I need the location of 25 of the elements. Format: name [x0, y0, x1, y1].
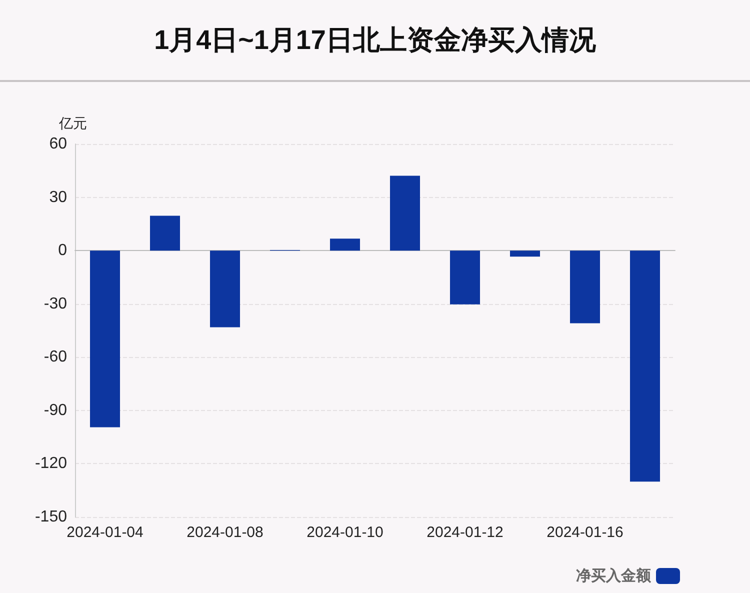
y-tick-label: -150 — [34, 508, 68, 526]
x-tick-label: 2024-01-16 — [546, 524, 624, 541]
y-tick-label: 0 — [58, 242, 68, 260]
bar — [330, 238, 360, 251]
y-tick-label: -90 — [44, 402, 68, 419]
bar — [210, 250, 240, 328]
y-tick-label: 60 — [49, 136, 68, 152]
bar — [450, 250, 480, 304]
bar — [510, 250, 540, 257]
bar — [90, 250, 120, 428]
x-tick-label: 2024-01-12 — [426, 524, 504, 541]
x-tick-label: 2024-01-04 — [66, 524, 144, 541]
x-tick-label: 2024-01-10 — [306, 524, 384, 541]
bar — [150, 216, 180, 251]
y-tick-label: -120 — [34, 455, 68, 472]
legend-label: 净买入金额 — [576, 566, 652, 584]
y-tick-label: 30 — [49, 188, 68, 206]
chart-title: 1月4日~1月17日北上资金净买入情况 — [0, 0, 750, 82]
bar — [390, 176, 420, 251]
x-tick-label: 2024-01-08 — [186, 524, 264, 541]
y-axis-title: 亿元 — [58, 115, 87, 131]
bar — [630, 250, 660, 482]
y-tick-label: -60 — [44, 348, 68, 366]
y-tick-label: -30 — [44, 295, 68, 312]
bar — [570, 250, 600, 324]
